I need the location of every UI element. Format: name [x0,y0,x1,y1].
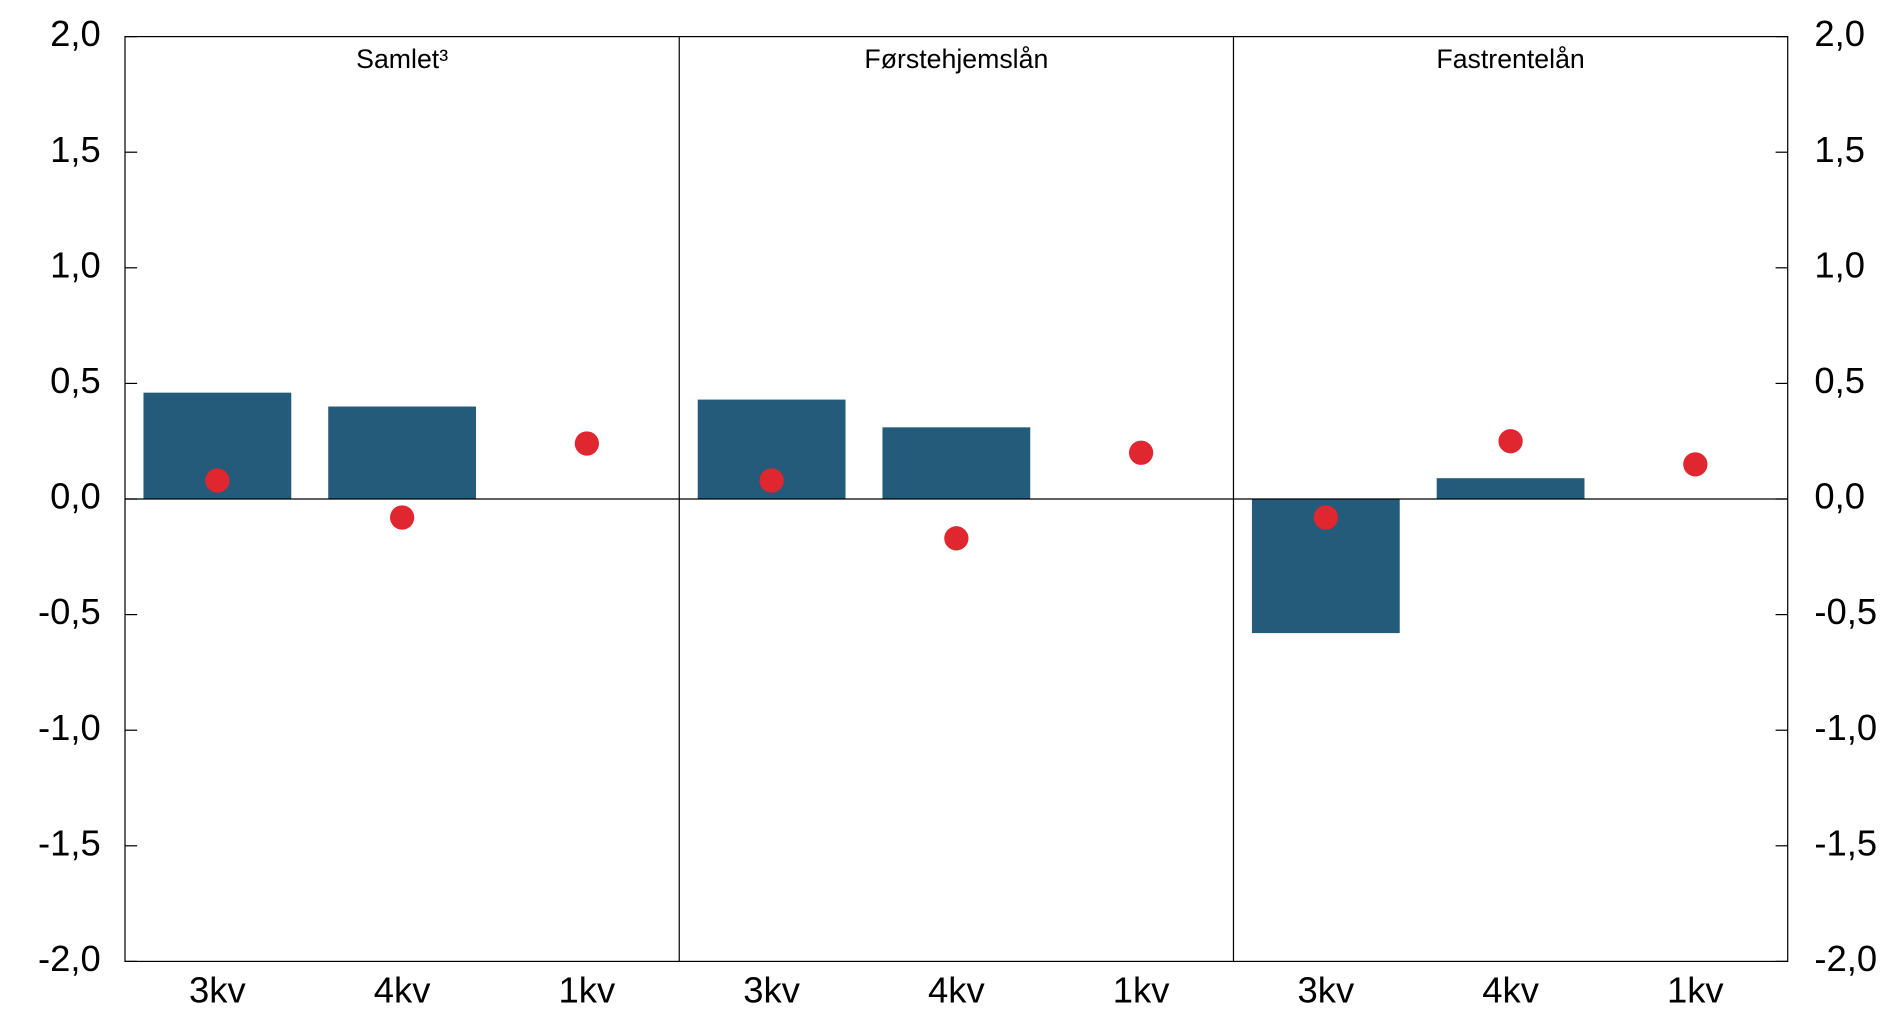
y2-tick-label: 1,0 [1814,244,1865,285]
y2-tick-label: -2,0 [1814,938,1877,979]
y2-tick-label: 0,5 [1814,360,1865,401]
x-tick-label: 1kv [1113,970,1170,1011]
dot [1128,440,1154,465]
y-tick-label: 0,0 [50,476,101,517]
dot [1498,429,1523,454]
y2-tick-label: -0,5 [1814,591,1877,632]
x-tick-label: 3kv [1298,970,1355,1011]
y-tick-label: -2,0 [38,938,101,979]
dot [1313,505,1338,530]
bar [1436,478,1585,500]
dot [944,526,969,551]
y-tick-label: -0,5 [38,591,101,632]
x-tick-label: 1kv [559,970,616,1011]
bar [328,406,477,500]
dot [759,468,784,493]
x-tick-label: 3kv [189,970,246,1011]
x-tick-label: 3kv [743,970,800,1011]
y2-tick-label: -1,5 [1814,822,1877,863]
y2-tick-label: 1,5 [1814,129,1865,170]
panel-title: Fastrentelån [1436,44,1584,74]
x-tick-label: 4kv [374,970,431,1011]
y2-tick-label: 2,0 [1814,13,1865,54]
y2-tick-label: 0,0 [1814,476,1865,517]
x-tick-label: 4kv [928,970,985,1011]
y-tick-label: -1,5 [38,822,101,863]
y-tick-label: 0,5 [50,360,101,401]
y-tick-label: 2,0 [50,13,101,54]
bar [882,427,1031,500]
x-tick-label: 1kv [1667,970,1724,1011]
y-tick-label: 1,0 [50,244,101,285]
panel-title: Førstehjemslån [864,44,1048,74]
y-tick-label: 1,5 [50,129,101,170]
dot [389,505,415,530]
x-tick-label: 4kv [1482,970,1539,1011]
dot [1683,452,1708,477]
dot [574,431,600,456]
panel-title: Samlet³ [356,44,448,74]
y2-tick-label: -1,0 [1814,707,1877,748]
y-tick-label: -1,0 [38,707,101,748]
dot [205,468,230,493]
